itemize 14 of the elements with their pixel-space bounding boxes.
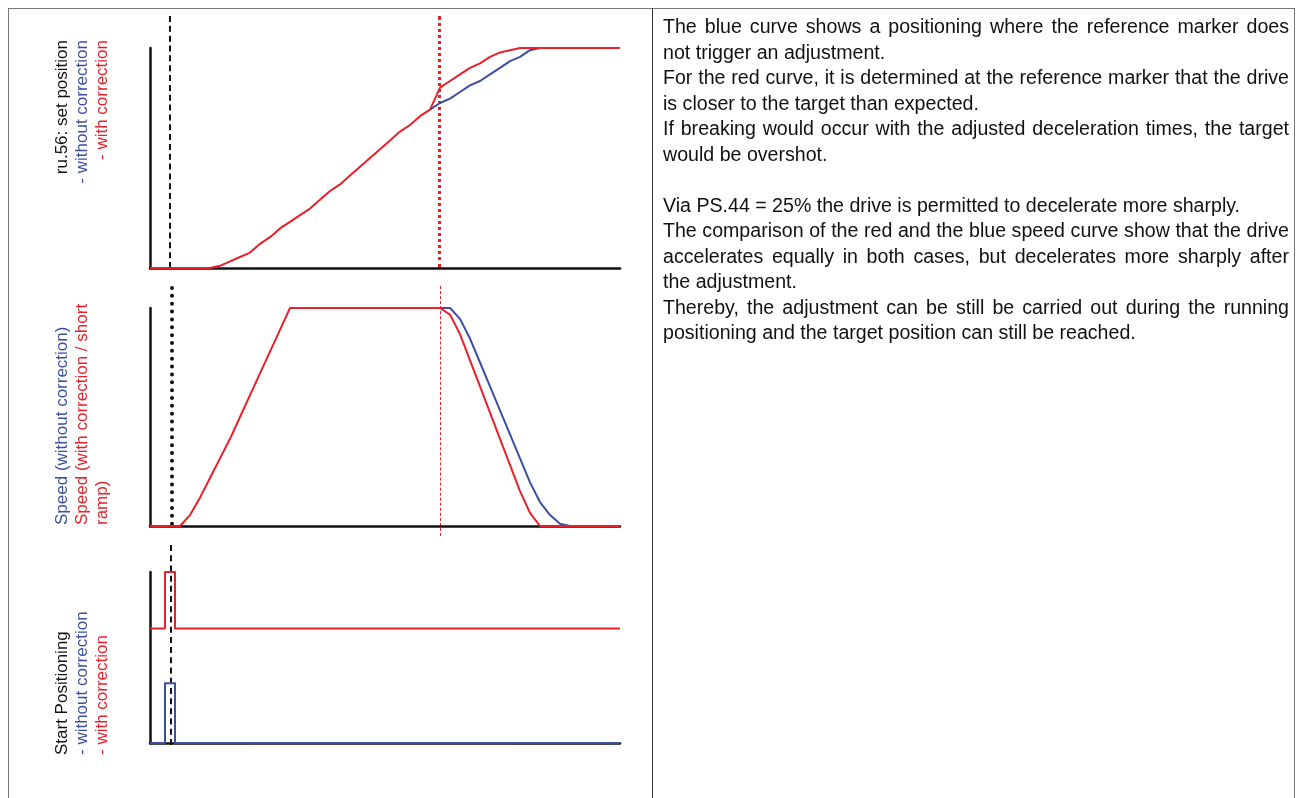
text: Speed (with correction / short ramp) (72, 302, 112, 525)
text: Thereby, the adjustment can be still be carried out during the running positioning and the target position can still be reached. (663, 294, 1289, 345)
text: - without correction (72, 610, 92, 755)
text: - without correction (72, 40, 92, 186)
y-axis-title: ru.56: set position (52, 40, 72, 177)
text: - with correction (92, 40, 112, 162)
text: Speed (without correction) (52, 325, 72, 525)
text: The blue curve shows a positioning where the reference marker does not trigger an adjustment. (663, 14, 1289, 65)
text: The comparison of the red and the blue speed curve show that the drive accelerates equally in both cases, but decelerates more sharply after the adjustment. (663, 218, 1289, 294)
y-axis-title: Start Positioning (52, 630, 72, 755)
text: - with correction (92, 634, 112, 755)
text: If breaking would occur with the adjusted deceleration times, the target would be overshot. (663, 116, 1289, 167)
text: Via PS.44 = 25% the drive is permitted to decelerate more sharply. (663, 192, 1242, 218)
text: For the red curve, it is determined at the reference marker that the drive is closer to the target than expected. (663, 65, 1289, 116)
